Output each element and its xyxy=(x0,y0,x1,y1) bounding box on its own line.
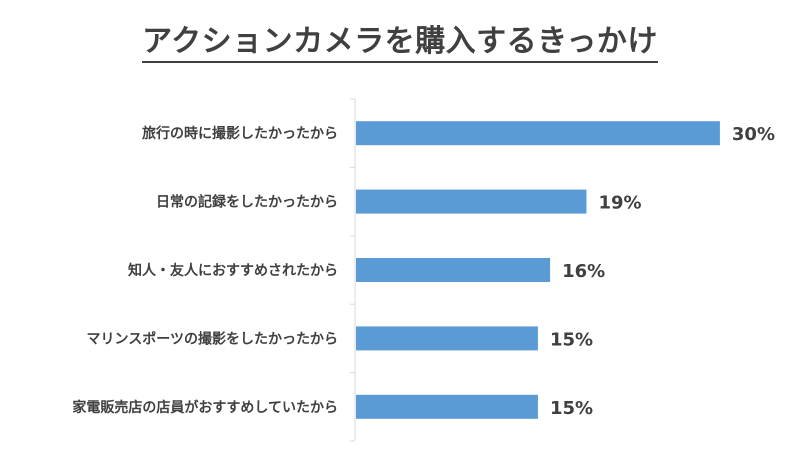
category-label: 家電販売店の店員がおすすめしていたから xyxy=(72,399,338,416)
category-label: マリンスポーツの撮影をしたかったから xyxy=(87,330,338,347)
category-label: 旅行の時に撮影したかったから xyxy=(142,125,338,142)
category-label: 知人・友人におすすめされたから xyxy=(128,262,338,279)
bar xyxy=(356,189,587,214)
value-label: 15% xyxy=(550,398,593,419)
y-axis-ticks xyxy=(350,98,355,442)
value-label: 19% xyxy=(598,193,641,214)
bars-group xyxy=(356,121,720,419)
value-label: 16% xyxy=(562,261,605,282)
chart-title: アクションカメラを購入するきっかけ xyxy=(0,16,800,63)
bar xyxy=(356,394,538,419)
bar xyxy=(356,121,720,146)
chart-title-text: アクションカメラを購入するきっかけ xyxy=(142,24,658,63)
bar xyxy=(356,326,538,351)
category-labels: 旅行の時に撮影したかったから日常の記録をしたかったから知人・友人におすすめされた… xyxy=(72,125,338,416)
category-label: 日常の記録をしたかったから xyxy=(156,194,338,211)
value-label: 15% xyxy=(550,329,593,350)
value-label: 30% xyxy=(732,124,775,145)
value-labels: 30% 19% 16% 15% 15% xyxy=(550,124,775,419)
bar xyxy=(356,258,551,282)
